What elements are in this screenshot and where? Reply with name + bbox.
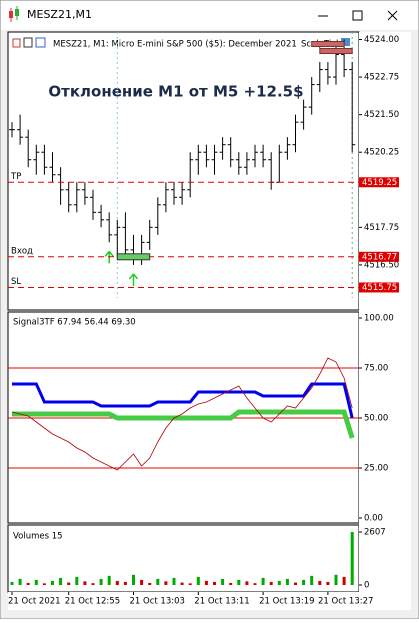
volume-bar — [350, 532, 354, 585]
volume-bar — [26, 582, 30, 585]
y-tick-label: 2607 — [364, 528, 386, 538]
volume-bar — [310, 575, 314, 585]
volume-bar — [107, 575, 111, 585]
app-icon — [9, 6, 19, 22]
volume-bar — [204, 580, 208, 585]
volume-bar — [253, 583, 257, 585]
y-tick-label: 4520.25 — [364, 148, 399, 158]
level-label: 4516.77 — [362, 252, 397, 262]
price-pane — [7, 31, 360, 311]
y-tick-label: 50.00 — [364, 414, 388, 424]
volume-bar — [277, 580, 281, 585]
indicator-line — [12, 382, 354, 419]
chart-title: MESZ21, M1: Micro E-mini S&P 500 ($5): D… — [53, 40, 297, 50]
x-tick-label: 21 Oct 13:27 — [318, 597, 373, 607]
tp-box — [319, 48, 353, 55]
time-axis — [8, 592, 411, 610]
entry-box — [116, 253, 151, 261]
volume-bar — [196, 576, 200, 585]
volume-bar — [10, 581, 14, 585]
y-tick-label: 0.00 — [364, 514, 383, 524]
volume-bar — [18, 578, 22, 585]
y-tick-label: 4516.50 — [364, 260, 399, 270]
volume-bar — [140, 579, 144, 585]
level-label-box — [359, 251, 399, 262]
volume-bar — [99, 578, 103, 585]
y-tick-label: 4524.00 — [364, 35, 399, 45]
y-tick-label: 4521.50 — [364, 110, 399, 120]
window-title: MESZ21,M1 — [27, 8, 92, 21]
level-name: TP — [10, 172, 21, 182]
x-tick-label: 21 Oct 2021 — [8, 597, 61, 607]
volume-bar — [91, 583, 95, 585]
volume-title: Volumes 15 — [13, 532, 63, 542]
volume-bar — [269, 581, 273, 585]
level-label-box — [359, 282, 399, 293]
volume-bar — [59, 577, 63, 585]
volume-bar — [237, 579, 241, 585]
y-tick-label: 25.00 — [364, 464, 388, 474]
y-tick-label: 4522.75 — [364, 73, 399, 83]
y-tick-label: 0 — [364, 581, 369, 591]
volume-bar — [302, 579, 306, 585]
volume-bar — [326, 581, 330, 585]
y-tick-label: 4517.75 — [364, 223, 399, 233]
indicator-title: Signal3TF 67.94 56.44 69.30 — [13, 318, 136, 328]
volume-bar — [156, 578, 160, 585]
volume-bar — [34, 579, 38, 585]
volume-bar — [67, 582, 71, 585]
indicator-line — [12, 409, 355, 439]
volume-bar — [188, 583, 192, 585]
volume-bar — [115, 580, 119, 585]
close-button[interactable] — [387, 10, 398, 21]
tp-box — [311, 41, 345, 48]
x-tick-label: 21 Oct 13:19 — [259, 597, 314, 607]
volume-bar — [132, 574, 135, 585]
volume-bar — [318, 580, 322, 585]
volume-bar — [213, 581, 216, 585]
volume-bar — [221, 578, 225, 585]
level-name: Вход — [11, 246, 33, 256]
annotation: Отклонение М1 от М5 +12.5$ — [48, 83, 303, 101]
x-tick-label: 21 Oct 12:55 — [65, 597, 120, 607]
y-tick-label: 75.00 — [364, 364, 388, 374]
volume-bar — [180, 582, 184, 585]
volume-bar — [285, 578, 289, 585]
maximize-button[interactable] — [352, 10, 363, 21]
volume-bar — [229, 582, 233, 585]
indicator-line — [11, 357, 353, 471]
chart-icons — [12, 37, 350, 48]
volume-bar — [83, 581, 87, 585]
volume-bar — [51, 580, 54, 585]
price-axis — [359, 32, 411, 592]
x-tick-label: 21 Oct 13:11 — [194, 597, 249, 607]
volume-bar — [334, 574, 338, 585]
buy-arrow — [104, 250, 114, 264]
buy-arrow — [128, 273, 139, 286]
title-bar — [1, 1, 418, 30]
y-tick-label: 100.00 — [364, 314, 394, 324]
volume-bar — [42, 583, 46, 585]
level-label: 4515.75 — [362, 283, 397, 293]
volume-bar — [148, 582, 152, 585]
level-name: SL — [11, 277, 21, 287]
x-tick-label: 21 Oct 13:03 — [130, 597, 185, 607]
level-label: 4519.25 — [362, 178, 397, 188]
volume-bar — [172, 577, 176, 585]
level-label-box — [359, 177, 399, 188]
volume-bar — [164, 581, 168, 585]
volume-bar — [123, 581, 127, 585]
volume-bar — [261, 577, 265, 585]
volume-bar — [245, 581, 249, 585]
volume-bar — [294, 582, 297, 585]
volume-bar — [342, 576, 346, 585]
volume-bar — [75, 576, 79, 585]
